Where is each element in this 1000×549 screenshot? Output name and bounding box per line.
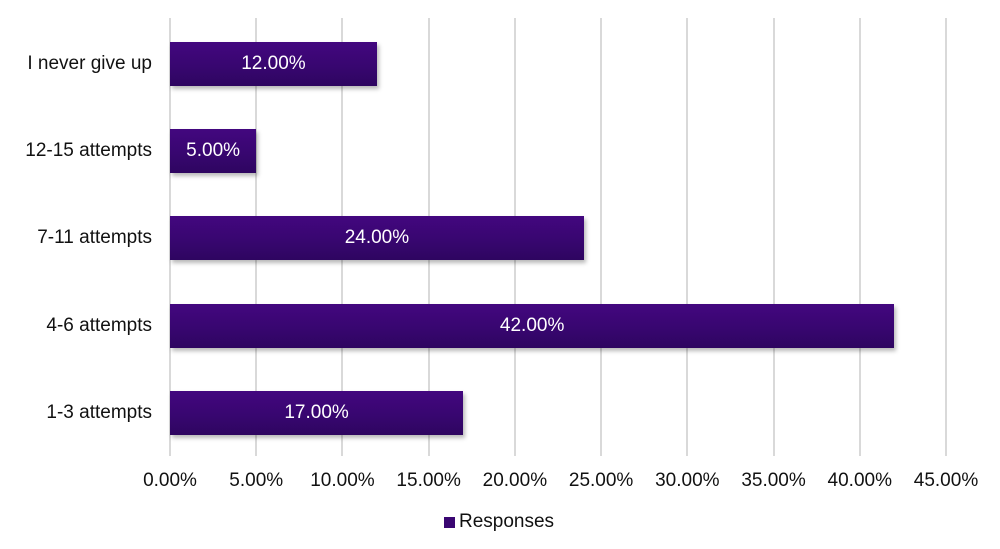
category-label: 12-15 attempts xyxy=(25,140,152,161)
bar: 17.00% xyxy=(170,391,464,435)
category-label: I never give up xyxy=(27,53,152,74)
x-tick-label: 10.00% xyxy=(310,470,375,491)
data-label: 17.00% xyxy=(284,402,349,423)
gridline xyxy=(686,18,689,456)
data-label: 5.00% xyxy=(186,140,241,161)
data-label: 42.00% xyxy=(499,315,565,336)
category-label: 1-3 attempts xyxy=(46,402,152,423)
x-tick-label: 20.00% xyxy=(482,470,548,491)
gridline xyxy=(600,18,603,456)
gridline xyxy=(945,18,947,456)
x-tick-label: 5.00% xyxy=(229,470,284,491)
legend-swatch xyxy=(444,516,455,528)
legend-label: Responses xyxy=(459,511,555,532)
bar: 24.00% xyxy=(170,216,584,260)
category-label: 7-11 attempts xyxy=(37,227,152,248)
x-tick-label: 35.00% xyxy=(741,470,806,491)
gridline xyxy=(772,18,775,456)
bar: 42.00% xyxy=(170,304,895,348)
x-tick-label: 40.00% xyxy=(827,470,892,491)
x-tick-label: 0.00% xyxy=(143,470,197,491)
x-tick-label: 15.00% xyxy=(396,470,461,491)
legend: Responses xyxy=(444,511,554,533)
x-tick-label: 25.00% xyxy=(568,470,634,491)
data-label: 24.00% xyxy=(344,227,410,248)
bar: 12.00% xyxy=(170,42,377,86)
bar: 5.00% xyxy=(170,129,257,173)
gridline xyxy=(858,18,861,456)
x-tick-label: 30.00% xyxy=(655,470,720,491)
x-tick-label: 45.00% xyxy=(913,470,979,491)
category-label: 4-6 attempts xyxy=(46,315,152,336)
data-label: 12.00% xyxy=(241,53,306,74)
